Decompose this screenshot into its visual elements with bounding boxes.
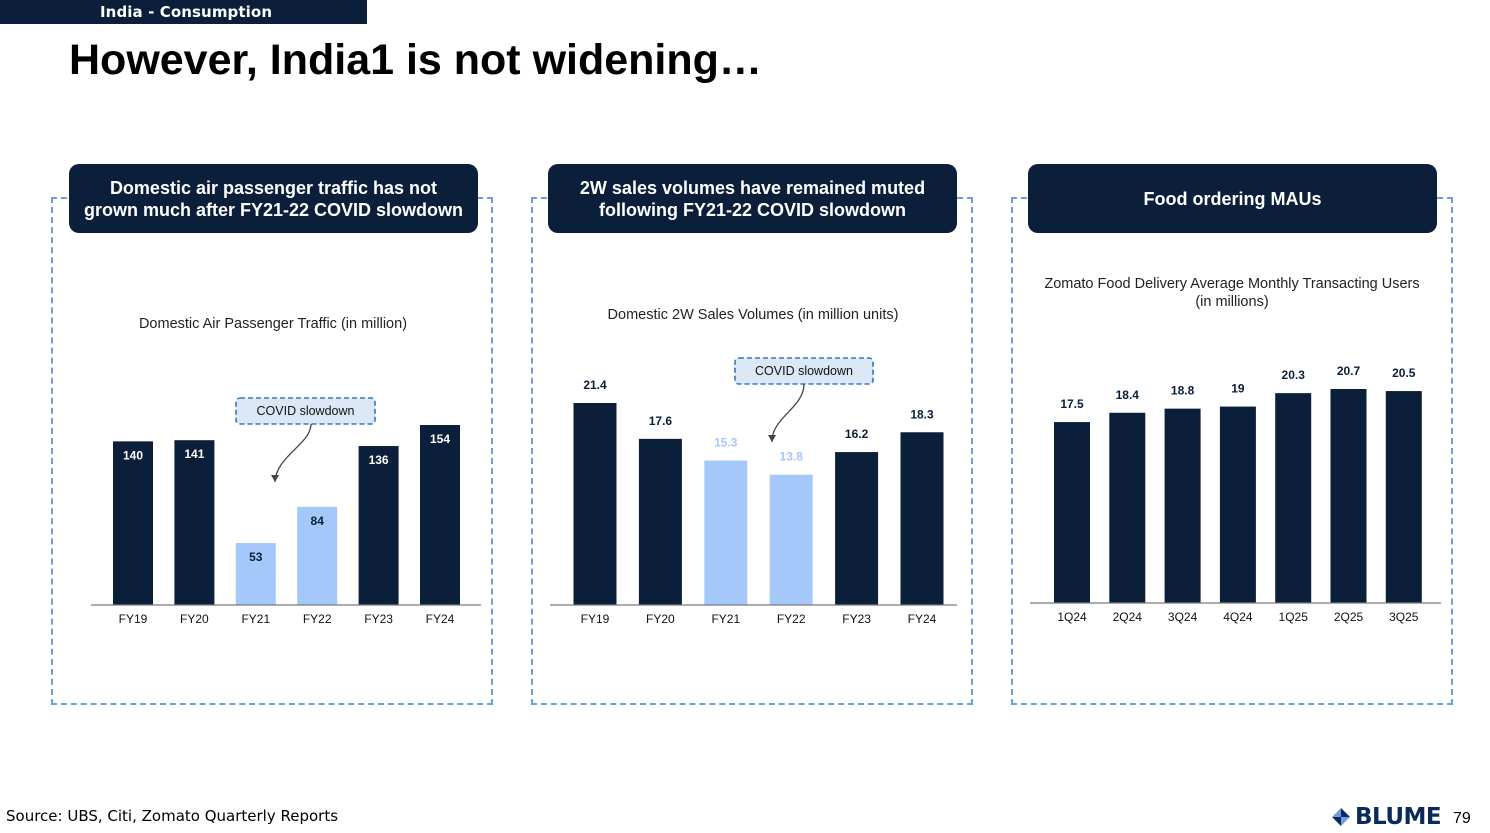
- bar-fy24: [420, 425, 460, 605]
- blume-logo: BLUME: [1330, 803, 1442, 831]
- data-label-fy22: 13.8: [780, 450, 804, 464]
- data-label-fy23: 16.2: [845, 427, 869, 441]
- covid-annotation-text: COVID slowdown: [755, 364, 853, 378]
- annotation-arrowhead: [768, 435, 776, 442]
- section-tag: India - Consumption: [100, 3, 273, 21]
- data-label-fy24: 18.3: [910, 407, 934, 421]
- section-tag-bar: India - Consumption: [0, 0, 367, 24]
- bar-fy21: [704, 460, 748, 605]
- blume-logo-text: BLUME: [1355, 804, 1442, 830]
- panel-header-air-traffic: Domestic air passenger traffic has not g…: [69, 164, 478, 233]
- tick-label-fy19: FY19: [119, 612, 148, 626]
- bar-fy20: [638, 438, 682, 605]
- page-number: 79: [1453, 810, 1471, 827]
- tick-label-fy20: FY20: [646, 612, 675, 626]
- chart-title: Domestic 2W Sales Volumes (in million un…: [608, 307, 899, 323]
- bar-1q25: [1275, 393, 1312, 603]
- data-label-2q24: 18.4: [1116, 388, 1140, 402]
- bar-fy19: [113, 441, 153, 605]
- bar-fy22: [297, 506, 338, 605]
- data-label-fy24: 154: [430, 432, 450, 446]
- data-label-fy20: 141: [184, 447, 204, 461]
- tick-label-2q24: 2Q24: [1113, 610, 1143, 624]
- data-label-fy21: 15.3: [714, 436, 738, 450]
- bar-fy23: [835, 452, 879, 605]
- data-label-3q24: 18.8: [1171, 384, 1195, 398]
- bar-1q24: [1054, 422, 1090, 603]
- bar-fy20: [174, 440, 215, 605]
- bar-fy21: [235, 543, 276, 605]
- bar-fy22: [769, 474, 813, 605]
- tick-label-fy23: FY23: [364, 612, 393, 626]
- data-label-fy20: 17.6: [649, 414, 673, 428]
- tick-label-fy19: FY19: [581, 612, 610, 626]
- tick-label-4q24: 4Q24: [1223, 610, 1253, 624]
- chart-2w-sales: Domestic 2W Sales Volumes (in million un…: [531, 230, 973, 650]
- bar-2q24: [1109, 412, 1146, 603]
- panel-header-food-maus: Food ordering MAUs: [1028, 164, 1437, 233]
- tick-label-3q25: 3Q25: [1389, 610, 1419, 624]
- data-label-fy19: 140: [123, 448, 143, 462]
- bar-fy24: [900, 432, 944, 605]
- data-label-2q25: 20.7: [1337, 364, 1361, 378]
- bar-2q25: [1330, 389, 1367, 603]
- data-label-fy21: 53: [249, 550, 263, 564]
- tick-label-3q24: 3Q24: [1168, 610, 1198, 624]
- bar-fy23: [358, 446, 399, 605]
- tick-label-1q24: 1Q24: [1057, 610, 1087, 624]
- tick-label-2q25: 2Q25: [1334, 610, 1364, 624]
- tick-label-fy22: FY22: [777, 612, 806, 626]
- annotation-arrowhead: [271, 475, 279, 482]
- data-label-fy22: 84: [311, 514, 325, 528]
- data-label-1q25: 20.3: [1282, 368, 1306, 382]
- annotation-arrow: [274, 423, 312, 483]
- tick-label-fy23: FY23: [842, 612, 871, 626]
- page-title: However, India1 is not widening…: [69, 36, 762, 84]
- chart-food-maus: Zomato Food Delivery Average Monthly Tra…: [1011, 230, 1453, 650]
- chart-title: Domestic Air Passenger Traffic (in milli…: [139, 316, 407, 332]
- bar-3q25: [1385, 391, 1422, 603]
- covid-annotation-box: [235, 397, 376, 425]
- tick-label-fy21: FY21: [241, 612, 270, 626]
- chart-title: Zomato Food Delivery Average Monthly Tra…: [1044, 276, 1419, 292]
- data-label-4q24: 19: [1231, 382, 1245, 396]
- panel-header-2w-sales: 2W sales volumes have remained muted fol…: [548, 164, 957, 233]
- source-note: Source: UBS, Citi, Zomato Quarterly Repo…: [6, 807, 339, 825]
- tick-label-1q25: 1Q25: [1279, 610, 1309, 624]
- annotation-arrow: [771, 383, 805, 443]
- tick-label-fy24: FY24: [426, 612, 455, 626]
- tick-label-fy22: FY22: [303, 612, 332, 626]
- data-label-1q24: 17.5: [1060, 397, 1084, 411]
- data-label-fy19: 21.4: [583, 378, 607, 392]
- tick-label-fy21: FY21: [711, 612, 740, 626]
- bar-4q24: [1219, 406, 1256, 603]
- data-label-3q25: 20.5: [1392, 366, 1416, 380]
- tick-label-fy24: FY24: [908, 612, 937, 626]
- chart-air-traffic: Domestic Air Passenger Traffic (in milli…: [51, 230, 493, 650]
- data-label-fy23: 136: [369, 453, 389, 467]
- blume-logo-icon: [1330, 806, 1352, 828]
- bar-3q24: [1164, 408, 1201, 603]
- chart-title: (in millions): [1195, 294, 1268, 310]
- tick-label-fy20: FY20: [180, 612, 209, 626]
- covid-annotation-text: COVID slowdown: [257, 404, 355, 418]
- bar-fy19: [573, 403, 617, 605]
